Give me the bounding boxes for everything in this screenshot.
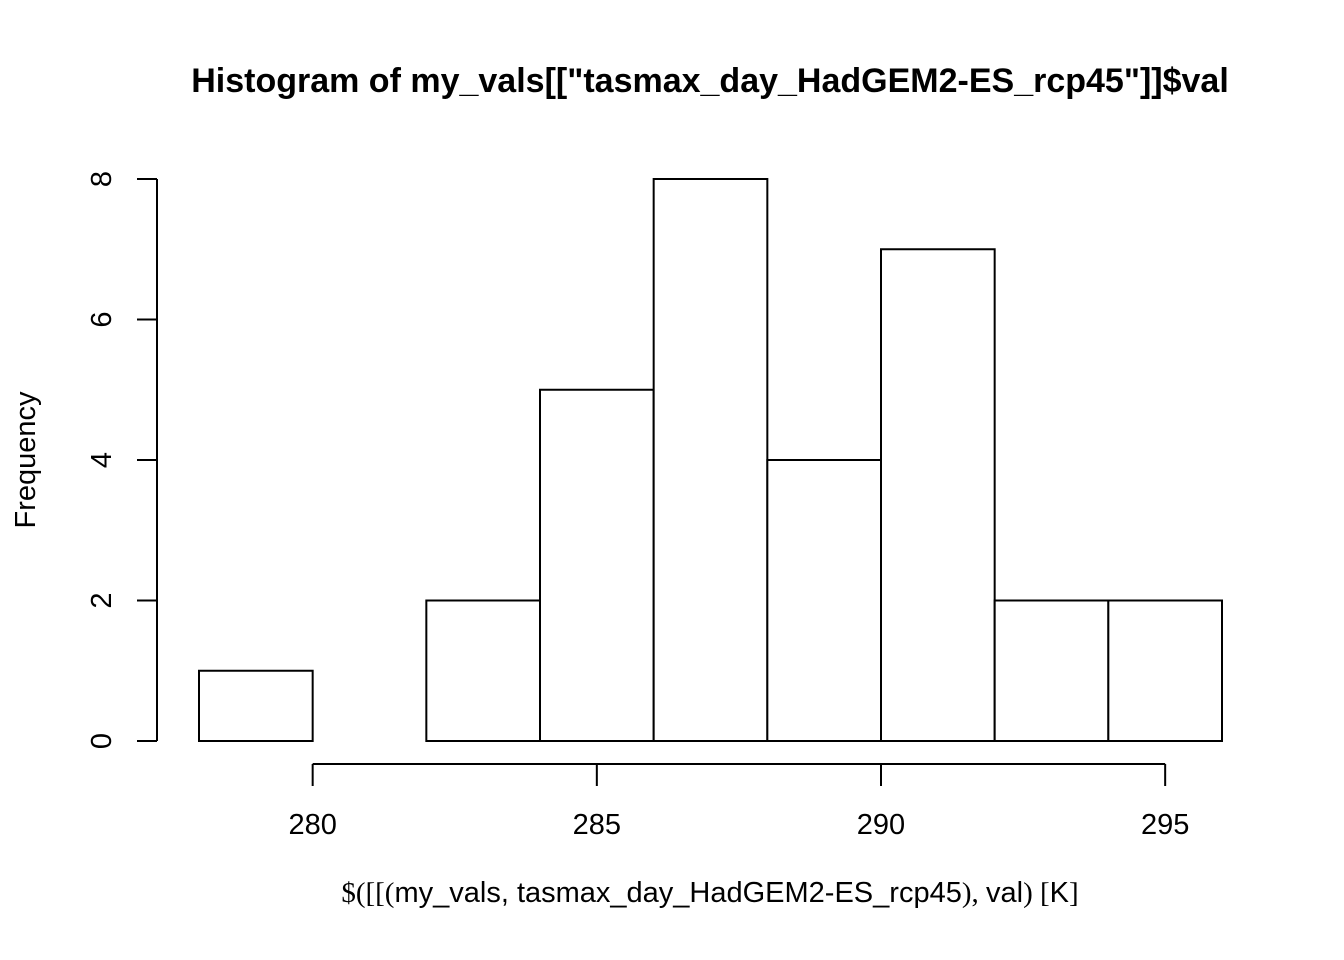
y-axis-label: Frequency (10, 391, 42, 529)
x-axis-label: $([[(my_vals, tasmax_day_HadGEM2-ES_rcp4… (341, 877, 1078, 909)
histogram-bar-2 (425, 599, 542, 742)
histogram-bar-3 (539, 388, 655, 742)
x-axis-label-part-5: K (1050, 877, 1070, 909)
x-axis-label-part-4: ) [ (1023, 877, 1050, 909)
histogram-bar-6 (880, 248, 996, 742)
histogram-bar-0 (198, 669, 314, 742)
x-tick-label-2: 290 (857, 809, 905, 841)
x-axis: 280 285 290 295 (288, 763, 1189, 841)
y-tick-label-2: 4 (86, 452, 118, 468)
x-axis-label-part-2: ), (962, 877, 986, 909)
x-axis-label-part-1: my_vals, tasmax_day_HadGEM2-ES_rcp45 (394, 877, 961, 909)
x-tick-label-1: 285 (573, 809, 621, 841)
histogram-bars (198, 178, 1224, 742)
histogram-bar-5 (766, 459, 882, 742)
y-tick-label-4: 8 (86, 171, 118, 187)
histogram-bar-8 (1107, 599, 1224, 742)
histogram-bar-7 (993, 599, 1110, 742)
y-tick-label-3: 6 (86, 311, 118, 327)
x-tick-label-0: 280 (288, 809, 336, 841)
y-tick-label-0: 0 (86, 733, 118, 749)
x-tick-label-3: 295 (1141, 809, 1189, 841)
chart-title: Histogram of my_vals[["tasmax_day_HadGEM… (191, 62, 1229, 100)
x-axis-label-part-6: ] (1069, 877, 1079, 909)
histogram-bar-4 (652, 178, 769, 742)
y-tick-label-1: 2 (86, 592, 118, 608)
x-axis-label-part-3: val (986, 877, 1023, 909)
x-axis-label-part-0: $([[( (341, 877, 394, 909)
y-axis: 0 2 4 6 8 (86, 171, 158, 749)
